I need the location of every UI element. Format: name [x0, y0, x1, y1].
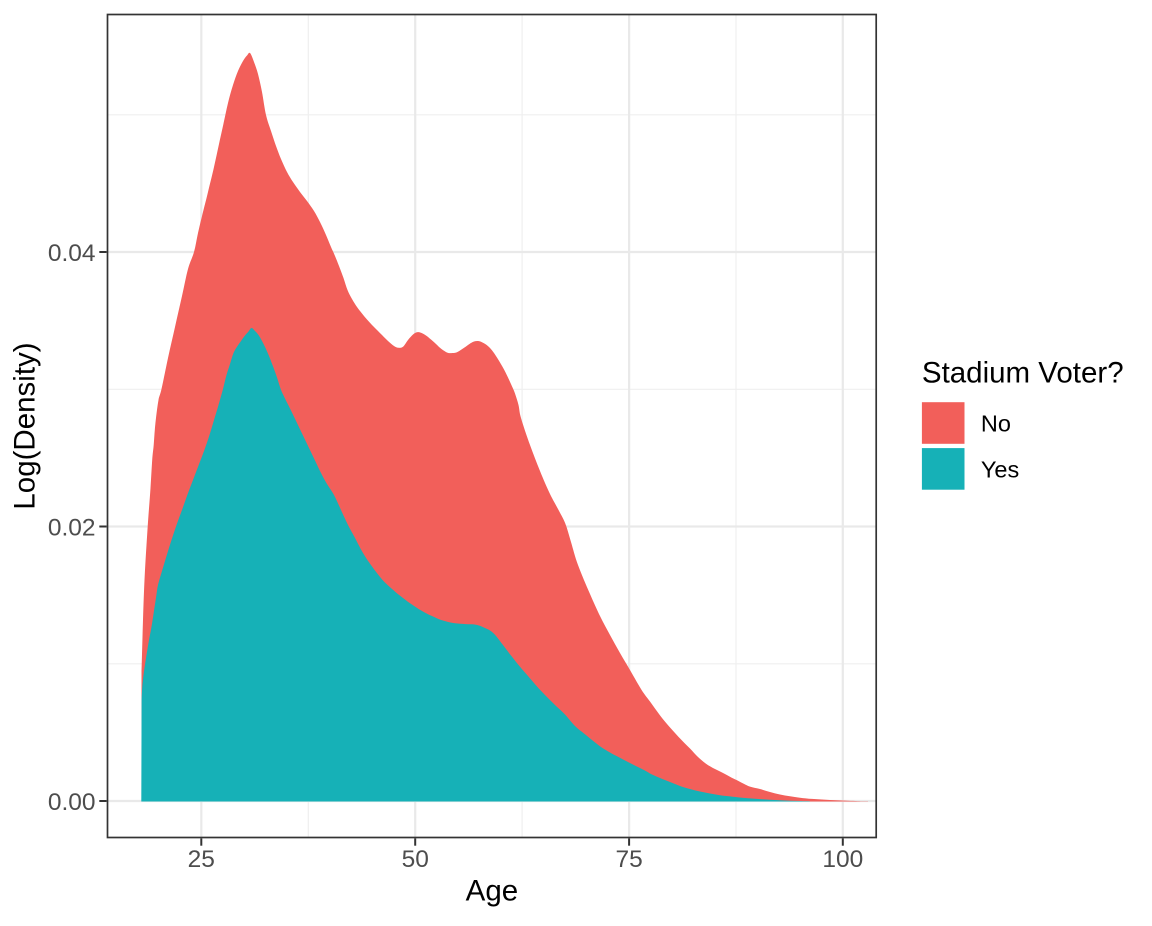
svg-text:50: 50	[402, 846, 429, 873]
svg-text:25: 25	[188, 846, 215, 873]
svg-text:Age: Age	[466, 874, 519, 907]
svg-text:0.02: 0.02	[48, 514, 96, 541]
svg-text:Stadium Voter?: Stadium Voter?	[922, 357, 1124, 390]
svg-text:Log(Density): Log(Density)	[9, 342, 42, 509]
svg-text:75: 75	[615, 846, 642, 873]
svg-text:Yes: Yes	[981, 456, 1019, 482]
svg-text:0.00: 0.00	[48, 789, 96, 816]
svg-text:0.04: 0.04	[48, 240, 96, 267]
svg-text:No: No	[981, 410, 1011, 436]
svg-text:100: 100	[822, 846, 863, 873]
